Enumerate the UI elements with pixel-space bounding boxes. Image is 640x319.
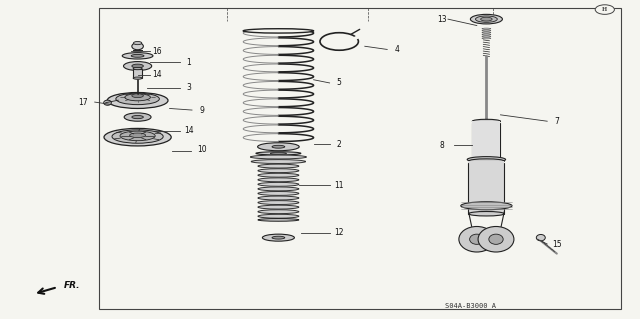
Ellipse shape <box>258 187 299 191</box>
Text: 11: 11 <box>335 181 344 189</box>
Text: 12: 12 <box>335 228 344 237</box>
Ellipse shape <box>251 160 306 164</box>
Ellipse shape <box>470 14 502 24</box>
Ellipse shape <box>595 5 614 14</box>
Ellipse shape <box>258 178 299 182</box>
Ellipse shape <box>320 33 358 50</box>
Text: 4: 4 <box>394 45 399 54</box>
Ellipse shape <box>461 202 512 210</box>
Ellipse shape <box>482 32 491 33</box>
Ellipse shape <box>270 152 287 154</box>
Text: 17: 17 <box>78 98 88 107</box>
Ellipse shape <box>481 17 492 21</box>
Ellipse shape <box>472 119 500 123</box>
Ellipse shape <box>257 143 300 151</box>
Ellipse shape <box>132 94 143 98</box>
Text: 14: 14 <box>184 126 194 135</box>
Ellipse shape <box>134 41 142 45</box>
Ellipse shape <box>132 43 143 50</box>
Text: 5: 5 <box>337 78 342 87</box>
Ellipse shape <box>132 115 143 119</box>
Text: 13: 13 <box>436 15 447 24</box>
Text: 7: 7 <box>554 117 559 126</box>
Text: 10: 10 <box>196 145 207 154</box>
Text: 2: 2 <box>337 140 342 149</box>
Ellipse shape <box>122 53 153 59</box>
Ellipse shape <box>107 93 168 108</box>
Ellipse shape <box>104 100 111 105</box>
Ellipse shape <box>258 182 299 186</box>
Bar <box>133 69 142 78</box>
Ellipse shape <box>258 210 299 214</box>
Text: 9: 9 <box>199 106 204 115</box>
Ellipse shape <box>131 54 144 57</box>
Ellipse shape <box>120 131 155 141</box>
Ellipse shape <box>258 169 299 173</box>
Ellipse shape <box>476 16 497 22</box>
Text: 8: 8 <box>439 141 444 150</box>
Ellipse shape <box>468 159 504 163</box>
Ellipse shape <box>243 29 314 33</box>
Text: H: H <box>602 7 607 12</box>
Ellipse shape <box>112 130 163 143</box>
Ellipse shape <box>472 158 500 161</box>
Ellipse shape <box>258 201 299 204</box>
Ellipse shape <box>468 211 504 216</box>
Ellipse shape <box>467 157 506 162</box>
Ellipse shape <box>258 214 299 218</box>
Ellipse shape <box>459 226 495 252</box>
Bar <box>468 161 504 214</box>
Ellipse shape <box>482 34 491 35</box>
Text: S04A-B3000 A: S04A-B3000 A <box>445 303 496 309</box>
Ellipse shape <box>258 191 299 195</box>
Ellipse shape <box>272 145 285 148</box>
Text: FR.: FR. <box>64 281 81 290</box>
Ellipse shape <box>133 77 142 79</box>
Ellipse shape <box>258 219 299 221</box>
Ellipse shape <box>482 36 491 37</box>
Ellipse shape <box>258 205 299 209</box>
Ellipse shape <box>125 94 150 101</box>
Text: 3: 3 <box>186 83 191 92</box>
Ellipse shape <box>258 164 299 168</box>
Ellipse shape <box>482 28 491 29</box>
Ellipse shape <box>256 152 301 155</box>
Ellipse shape <box>470 234 484 244</box>
Ellipse shape <box>129 133 146 137</box>
Ellipse shape <box>272 236 285 239</box>
Ellipse shape <box>133 67 142 70</box>
Ellipse shape <box>478 226 514 252</box>
Ellipse shape <box>482 38 491 39</box>
Bar <box>472 121 500 160</box>
Text: 14: 14 <box>152 70 162 79</box>
Bar <box>99 8 621 309</box>
Ellipse shape <box>116 93 159 105</box>
Ellipse shape <box>124 113 151 121</box>
Text: 1: 1 <box>186 58 191 67</box>
Text: 16: 16 <box>152 47 162 56</box>
Ellipse shape <box>258 173 299 177</box>
Ellipse shape <box>258 196 299 200</box>
Ellipse shape <box>250 155 307 159</box>
Ellipse shape <box>124 62 152 70</box>
Ellipse shape <box>104 129 172 146</box>
Ellipse shape <box>132 64 143 68</box>
Ellipse shape <box>536 234 545 241</box>
Text: 15: 15 <box>552 240 562 249</box>
Ellipse shape <box>262 234 294 241</box>
Ellipse shape <box>489 234 503 244</box>
Ellipse shape <box>482 30 491 31</box>
